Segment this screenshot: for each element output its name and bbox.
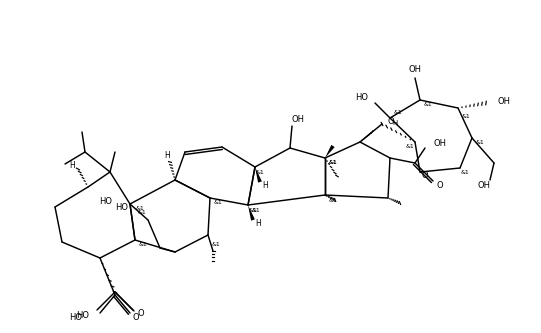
Text: &1: &1	[328, 161, 338, 166]
Text: HO: HO	[76, 311, 89, 320]
Text: H: H	[255, 218, 261, 227]
Text: OH: OH	[478, 180, 491, 189]
Text: OH: OH	[433, 139, 446, 148]
Text: HO: HO	[99, 197, 112, 206]
Text: &1: &1	[136, 206, 144, 211]
Text: OH: OH	[408, 66, 421, 75]
Text: &1: &1	[394, 111, 403, 116]
Text: &1: &1	[249, 207, 258, 212]
Polygon shape	[248, 205, 255, 221]
Polygon shape	[255, 167, 262, 182]
Text: &1: &1	[328, 161, 338, 166]
Text: &1: &1	[460, 170, 470, 175]
Text: &1: &1	[328, 197, 338, 202]
Polygon shape	[325, 145, 335, 158]
Text: O: O	[387, 118, 394, 127]
Text: &1: &1	[256, 169, 265, 174]
Text: &1: &1	[212, 242, 220, 247]
Text: H: H	[392, 120, 398, 126]
Text: O: O	[437, 180, 443, 189]
Text: H: H	[164, 152, 170, 161]
Text: OH: OH	[498, 98, 511, 107]
Text: &1: &1	[138, 242, 147, 247]
Text: &1: &1	[252, 207, 260, 212]
Text: &1: &1	[137, 209, 147, 214]
Text: O: O	[138, 309, 144, 318]
Text: &1: &1	[406, 145, 414, 150]
Text: H: H	[262, 180, 268, 189]
Text: HO: HO	[355, 94, 368, 103]
Text: O: O	[421, 171, 428, 180]
Text: HO: HO	[115, 202, 128, 211]
Text: H: H	[69, 161, 75, 169]
Text: &1: &1	[476, 141, 484, 146]
Text: O: O	[133, 312, 140, 321]
Text: OH: OH	[292, 116, 305, 125]
Text: &1: &1	[424, 103, 432, 108]
Text: HO: HO	[69, 312, 82, 321]
Text: &1: &1	[214, 200, 222, 205]
Text: &1: &1	[461, 114, 470, 119]
